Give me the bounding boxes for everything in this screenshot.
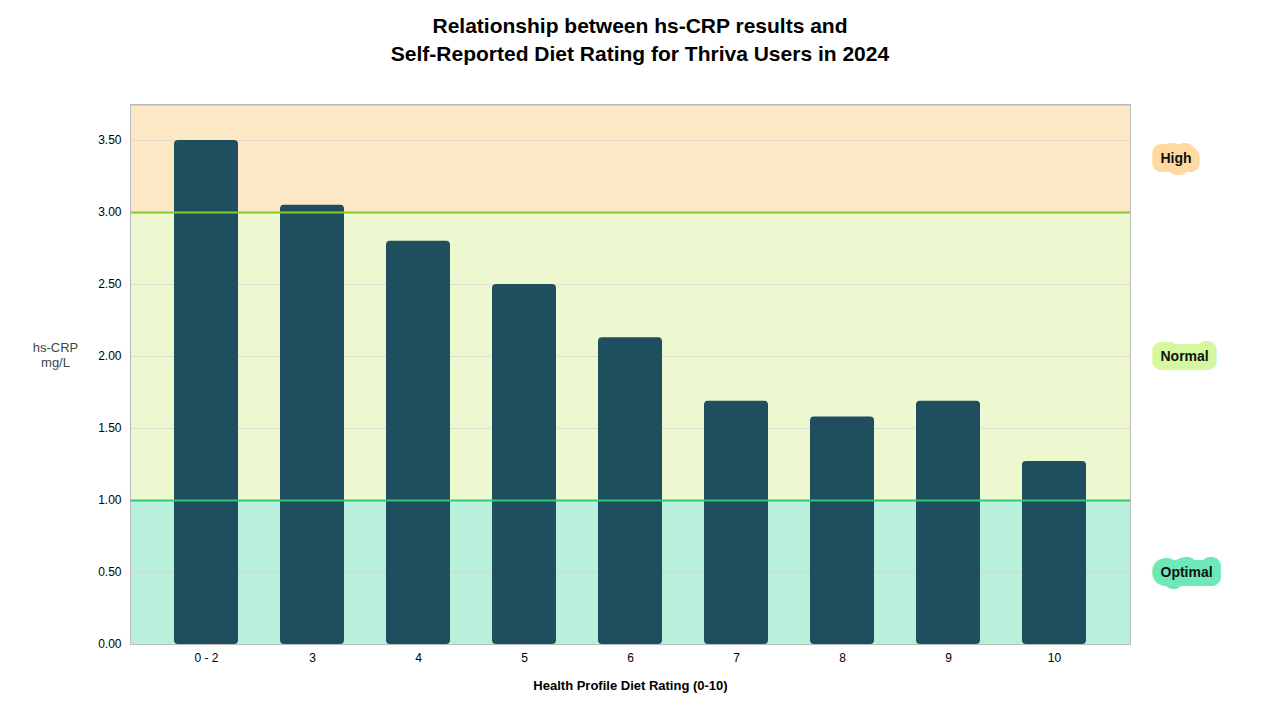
svg-text:0 - 2: 0 - 2 <box>194 651 218 665</box>
svg-text:0.50: 0.50 <box>98 565 122 579</box>
svg-text:7: 7 <box>733 651 740 665</box>
svg-text:2.00: 2.00 <box>98 349 122 363</box>
svg-text:3.00: 3.00 <box>98 205 122 219</box>
svg-text:3.50: 3.50 <box>98 133 122 147</box>
svg-text:6: 6 <box>627 651 634 665</box>
svg-text:2.50: 2.50 <box>98 277 122 291</box>
svg-text:8: 8 <box>839 651 846 665</box>
html-text:Relationship between hs-CRP re: Relationship between hs-CRP results and … <box>390 14 890 66</box>
svg-text:1.50: 1.50 <box>98 421 122 435</box>
svg-text:10: 10 <box>1048 651 1062 665</box>
svg-text:9: 9 <box>945 651 952 665</box>
svg-text:Normal: Normal <box>1161 348 1209 364</box>
svg-text:5: 5 <box>521 651 528 665</box>
svg-text:High: High <box>1161 150 1192 166</box>
svg-text:0.00: 0.00 <box>98 637 122 651</box>
svg-text:Health Profile Diet Rating (0-: Health Profile Diet Rating (0-10) <box>533 678 727 693</box>
svg-text:Optimal: Optimal <box>1161 564 1213 580</box>
svg-text:1.00: 1.00 <box>98 493 122 507</box>
svg-text:4: 4 <box>415 651 422 665</box>
svg-text:3: 3 <box>309 651 316 665</box>
svg-text:hs-CRPmg/L: hs-CRPmg/L <box>33 340 79 371</box>
